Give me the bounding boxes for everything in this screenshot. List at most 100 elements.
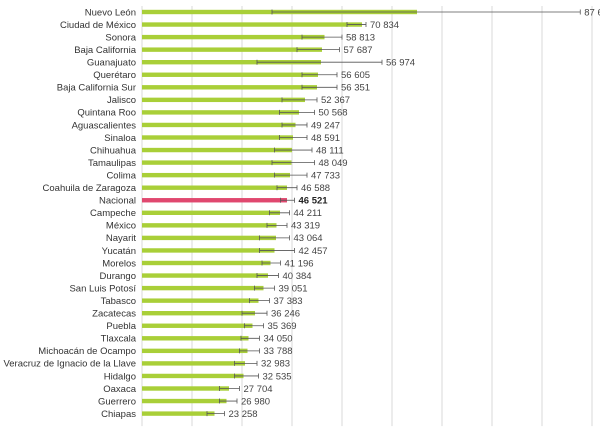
bar (142, 22, 362, 27)
value-label: 46 588 (301, 183, 330, 194)
category-label: Guanajuato (87, 58, 136, 69)
value-label: 57 687 (344, 45, 373, 56)
category-label: Durango (100, 271, 136, 282)
bar (142, 348, 248, 354)
bar (142, 260, 271, 266)
value-label: 36 246 (271, 309, 300, 320)
value-label: 48 049 (319, 158, 348, 169)
category-label: Quintana Roo (77, 108, 136, 119)
bar (142, 210, 280, 215)
bar (142, 172, 290, 178)
category-label: Aguascalientes (72, 120, 137, 131)
category-label: San Luis Potosí (69, 283, 136, 294)
category-label: Campeche (90, 208, 136, 219)
value-label: 58 813 (346, 32, 375, 43)
value-label: 35 369 (268, 321, 297, 332)
category-label: Nayarit (106, 233, 136, 244)
value-label: 56 605 (341, 70, 370, 81)
value-label: 40 384 (283, 271, 312, 282)
category-label: Baja California Sur (57, 83, 136, 94)
bar (142, 298, 259, 303)
value-label: 46 521 (299, 196, 329, 207)
value-label: 39 051 (279, 283, 308, 294)
bar (142, 160, 292, 165)
value-label: 50 568 (319, 108, 348, 119)
category-label: México (106, 221, 136, 232)
category-label: Yucatán (102, 246, 136, 257)
bar (142, 223, 277, 228)
value-label: 33 788 (264, 346, 293, 357)
error-bars (206, 9, 581, 417)
bar (142, 185, 287, 190)
category-label: Veracruz de Ignacio de la Llave (3, 359, 136, 370)
bar (142, 60, 321, 65)
value-label: 34 050 (264, 334, 293, 345)
category-label: Nacional (99, 196, 136, 207)
bar (142, 72, 318, 77)
category-label: Michoacán de Ocampo (38, 346, 136, 357)
category-label: Nuevo León (85, 7, 136, 18)
category-label: Chihuahua (90, 145, 137, 156)
category-label: Ciudad de México (60, 20, 136, 31)
value-label: 56 974 (386, 58, 415, 69)
value-label: 70 834 (370, 20, 399, 31)
bar-nacional (142, 198, 287, 203)
category-label: Tlaxcala (101, 334, 137, 345)
category-label: Coahuila de Zaragoza (43, 183, 137, 194)
bar (142, 34, 325, 40)
value-label: 47 733 (311, 170, 340, 181)
value-label: 27 704 (244, 384, 273, 395)
value-label: 42 457 (299, 246, 328, 257)
value-label: 41 196 (285, 258, 314, 269)
bar (142, 47, 322, 52)
category-label: Chiapas (101, 409, 136, 420)
value-label: 32 535 (263, 371, 292, 382)
value-label: 43 064 (294, 233, 323, 244)
bar (142, 147, 292, 153)
category-label: Tabasco (101, 296, 136, 307)
category-label: Puebla (106, 321, 136, 332)
bar (142, 85, 317, 90)
bar (142, 122, 296, 128)
category-label: Hidalgo (104, 371, 136, 382)
value-label: 49 247 (311, 120, 340, 131)
value-label: 56 351 (341, 83, 370, 94)
value-label: 48 591 (311, 133, 340, 144)
category-label: Baja California (74, 45, 136, 56)
bar (142, 110, 299, 115)
value-label: 44 211 (294, 208, 322, 219)
category-label: Colima (106, 170, 136, 181)
bar (142, 323, 253, 328)
value-label: 87 653 (584, 7, 600, 18)
category-label: Tamaulipas (88, 158, 136, 169)
category-label: Guerrero (98, 396, 136, 407)
category-label: Zacatecas (92, 309, 136, 320)
value-label: 26 980 (241, 396, 270, 407)
bar (142, 135, 293, 140)
bar (142, 336, 249, 341)
value-label: 23 258 (229, 409, 258, 420)
category-label: Oaxaca (103, 384, 136, 395)
bar (142, 398, 227, 404)
category-label: Sinaloa (104, 133, 136, 144)
bar (142, 411, 215, 416)
bar (142, 248, 275, 253)
bar (142, 311, 255, 316)
category-label: Sonora (105, 32, 136, 43)
category-label: Querétaro (93, 70, 136, 81)
bar (142, 285, 264, 291)
value-label: 43 319 (291, 221, 320, 232)
bar (142, 361, 245, 366)
category-label: Morelos (102, 258, 136, 269)
value-label: 32 983 (261, 359, 290, 370)
bar (142, 273, 268, 278)
value-label: 37 383 (274, 296, 303, 307)
value-label: 48 111 (316, 145, 344, 156)
bar (142, 373, 244, 379)
category-label: Jalisco (107, 95, 136, 106)
bar (142, 235, 276, 241)
bar (142, 97, 305, 103)
